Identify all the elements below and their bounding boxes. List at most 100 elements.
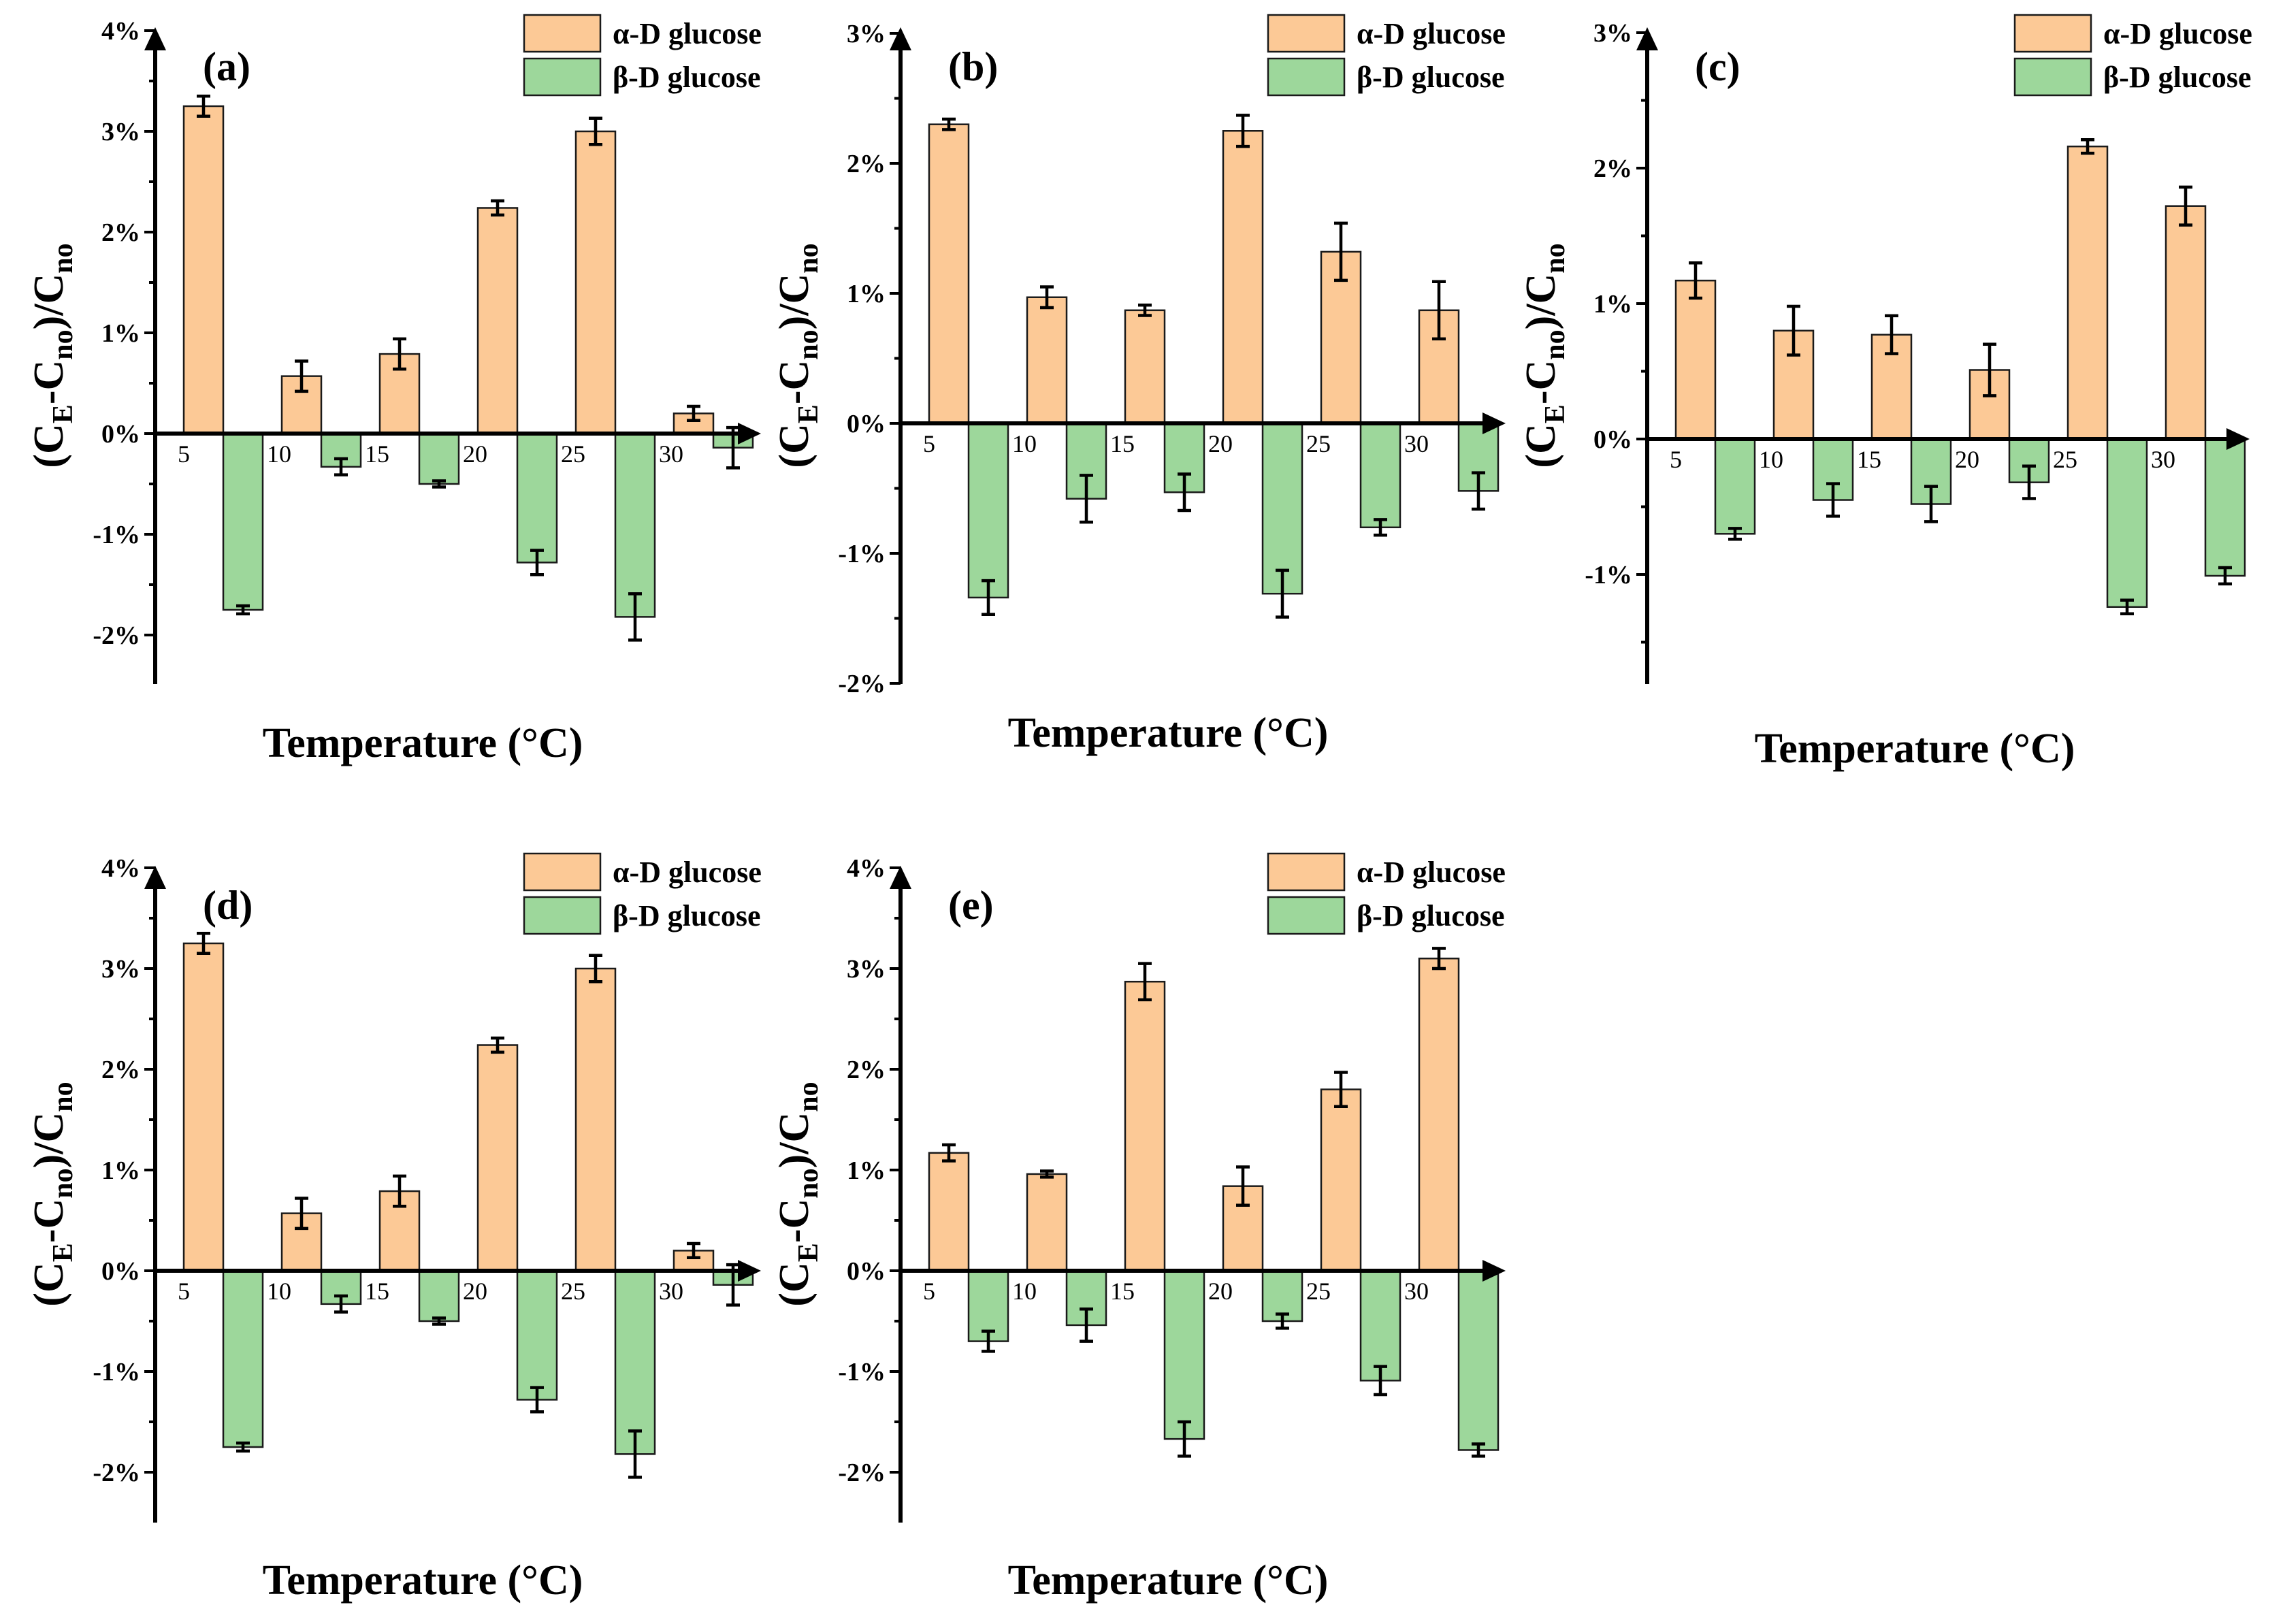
legend-beta-swatch — [523, 57, 602, 97]
beta-error-bar-10 — [1080, 1307, 1093, 1343]
alpha-bar-25 — [574, 967, 617, 1272]
legend: α-D glucose β-D glucose — [2013, 14, 2252, 97]
x-axis-label: Temperature (°C) — [1755, 726, 2075, 772]
alpha-bar-20 — [476, 207, 519, 435]
alpha-bar-10 — [1026, 1173, 1068, 1272]
y-tick-label: 4% — [847, 854, 886, 883]
x-tick-label-25: 25 — [561, 440, 585, 468]
beta-error-bar-10 — [334, 457, 348, 476]
alpha-error-bar-20 — [1236, 114, 1250, 148]
beta-bar-15 — [1163, 1269, 1205, 1440]
x-tick-label-15: 15 — [1110, 430, 1135, 457]
alpha-bar-10 — [1026, 296, 1068, 425]
y-tick-label: -2% — [838, 1459, 886, 1487]
alpha-error-bar-20 — [491, 199, 504, 217]
x-tick-label-15: 15 — [365, 1278, 389, 1305]
x-tick-label-5: 5 — [178, 440, 190, 468]
beta-bar-5 — [222, 432, 264, 611]
alpha-error-bar-15 — [1138, 303, 1152, 317]
beta-bar-25 — [614, 1269, 656, 1455]
legend-alpha-swatch — [523, 852, 602, 892]
beta-bar-25 — [2106, 438, 2148, 608]
beta-error-bar-5 — [236, 604, 250, 616]
x-axis-arrow-icon — [738, 1260, 761, 1282]
beta-error-bar-15 — [1924, 485, 1938, 523]
beta-error-bar-5 — [236, 1441, 250, 1453]
y-tick-label: -1% — [1585, 561, 1632, 589]
chart-panel-e: 5 10 15 20 25 30 -2% -1% 0% 1% 2% 3% 4% (e) α-D glucos… — [771, 852, 1506, 1604]
x-axis-arrow-icon — [2226, 428, 2250, 450]
alpha-bar-30 — [1418, 957, 1460, 1272]
alpha-error-bar-5 — [197, 94, 210, 118]
legend-alpha-label: α-D glucose — [1357, 856, 1506, 889]
y-tick-label: 2% — [101, 1056, 140, 1084]
y-tick-label: 1% — [101, 1156, 140, 1185]
y-tick-label: -1% — [93, 521, 140, 549]
y-tick-label: 3% — [101, 118, 140, 146]
alpha-error-bar-10 — [1787, 304, 1800, 357]
x-tick-label-30: 30 — [1404, 430, 1429, 457]
beta-error-bar-15 — [432, 479, 446, 489]
y-tick-label: 0% — [847, 1257, 886, 1286]
alpha-error-bar-30 — [2179, 185, 2192, 227]
y-tick-label: 3% — [1593, 19, 1632, 48]
x-tick-label-15: 15 — [1857, 446, 1881, 473]
beta-error-bar-20 — [530, 549, 544, 576]
x-tick-label-10: 10 — [267, 1278, 291, 1305]
beta-error-bar-20 — [2022, 464, 2036, 500]
x-tick-label-25: 25 — [1306, 430, 1331, 457]
beta-bar-30 — [2204, 438, 2246, 577]
alpha-error-bar-10 — [1040, 285, 1054, 310]
beta-error-bar-5 — [982, 1329, 995, 1353]
legend-alpha-label: α-D glucose — [613, 17, 762, 50]
alpha-error-bar-10 — [1040, 1169, 1054, 1179]
chart-panel-d: 5 10 15 20 25 30 -2% -1% 0% 1% 2% 3% 4% (d) α-D glucos… — [26, 852, 762, 1604]
beta-bar-15 — [418, 1269, 460, 1322]
legend-beta-swatch — [523, 896, 602, 935]
alpha-error-bar-30 — [687, 404, 700, 423]
x-tick-label-20: 20 — [463, 1278, 487, 1305]
legend-alpha-swatch — [1267, 14, 1346, 53]
beta-error-bar-5 — [982, 579, 995, 617]
alpha-bar-15 — [1124, 309, 1166, 425]
chart-panel-a: 5 10 15 20 25 30 -2% -1% 0% 1% 2% 3% 4% (a) α-D glucos… — [26, 14, 762, 766]
alpha-error-bar-25 — [2081, 137, 2094, 155]
x-tick-label-10: 10 — [267, 440, 291, 468]
beta-bar-30 — [1457, 1269, 1500, 1451]
y-tick-label: -1% — [93, 1358, 140, 1386]
beta-error-bar-10 — [334, 1294, 348, 1314]
y-tick-label: 1% — [847, 280, 886, 308]
beta-error-bar-20 — [1276, 568, 1289, 619]
alpha-bar-25 — [2067, 145, 2109, 440]
legend-alpha-label: α-D glucose — [2103, 17, 2252, 50]
beta-error-bar-20 — [1276, 1312, 1289, 1330]
y-tick-label: 0% — [1593, 425, 1632, 454]
x-axis-arrow-icon — [1482, 1260, 1506, 1282]
alpha-bar-25 — [574, 130, 617, 435]
x-tick-label-5: 5 — [923, 430, 935, 457]
y-tick-label: -1% — [838, 1358, 886, 1386]
legend-alpha-label: α-D glucose — [1357, 17, 1506, 50]
x-tick-label-10: 10 — [1012, 1278, 1037, 1305]
y-tick-label: 2% — [1593, 155, 1632, 183]
chart-panel-b: 5 10 15 20 25 30 -2% -1% 0% 1% 2% 3% (b) α-D glucose β… — [771, 14, 1506, 756]
legend-beta-label: β-D glucose — [1357, 899, 1505, 932]
y-axis-label: (CE-Cno)/Cno — [771, 1082, 824, 1306]
y-axis-label: (CE-Cno)/Cno — [26, 243, 79, 468]
alpha-error-bar-15 — [393, 1174, 406, 1208]
x-tick-label-20: 20 — [1208, 430, 1233, 457]
y-tick-label: 4% — [101, 17, 140, 46]
alpha-bar-5 — [182, 105, 225, 435]
beta-bar-5 — [222, 1269, 264, 1448]
y-axis-label: (CE-Cno)/Cno — [26, 1082, 79, 1306]
alpha-error-bar-25 — [1334, 1071, 1348, 1109]
legend: α-D glucose β-D glucose — [1267, 14, 1506, 97]
legend-beta-label: β-D glucose — [1357, 61, 1505, 94]
beta-error-bar-25 — [1374, 518, 1387, 537]
alpha-bar-20 — [1222, 130, 1264, 425]
y-tick-label: 2% — [101, 218, 140, 247]
legend-alpha-label: α-D glucose — [613, 856, 762, 889]
alpha-bar-15 — [1124, 980, 1166, 1272]
beta-bar-25 — [1359, 422, 1401, 529]
beta-bar-5 — [1714, 438, 1756, 535]
